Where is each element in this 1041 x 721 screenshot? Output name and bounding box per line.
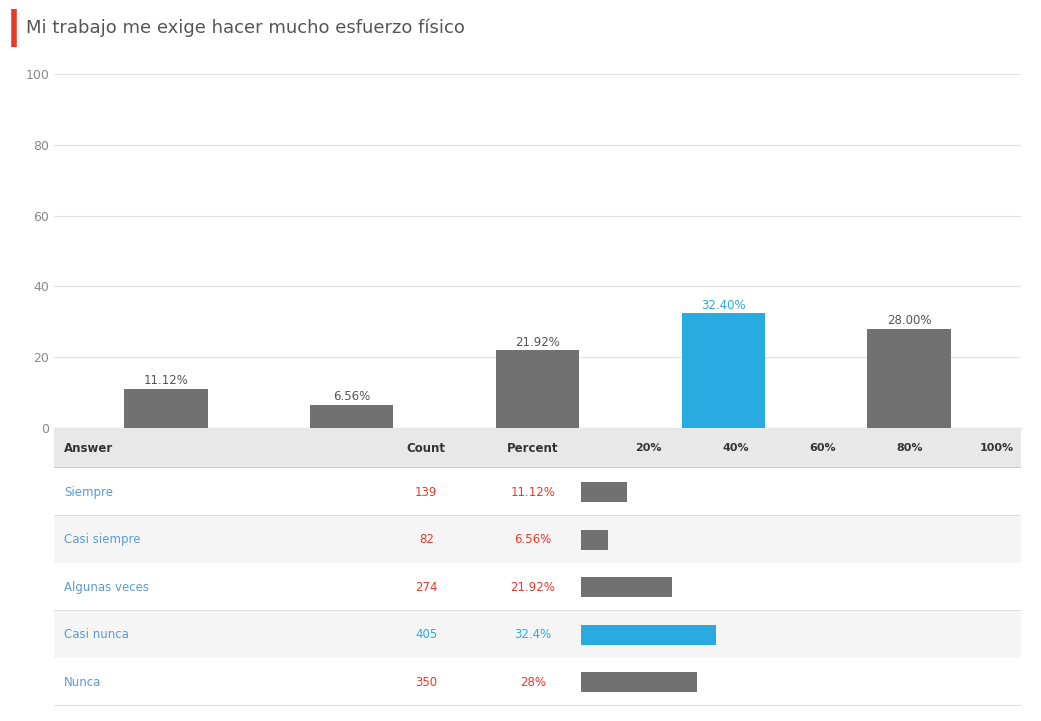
Bar — [124, 389, 207, 428]
Bar — [54, 468, 1021, 516]
Bar — [54, 516, 1021, 563]
Text: 21.92%: 21.92% — [515, 335, 560, 349]
Text: 6.56%: 6.56% — [333, 390, 371, 403]
Bar — [581, 577, 672, 597]
Bar — [496, 350, 579, 428]
Text: 60%: 60% — [809, 443, 836, 453]
Text: 32.4%: 32.4% — [514, 628, 552, 641]
Text: 11.12%: 11.12% — [144, 373, 188, 387]
Bar — [581, 530, 608, 549]
Text: Mi trabajo me exige hacer mucho esfuerzo físico: Mi trabajo me exige hacer mucho esfuerzo… — [26, 18, 465, 37]
Text: 350: 350 — [415, 676, 437, 689]
Bar — [54, 611, 1021, 658]
Text: 80%: 80% — [896, 443, 923, 453]
Text: Siempre: Siempre — [64, 485, 112, 498]
Bar — [54, 610, 1021, 611]
Text: Count: Count — [407, 441, 446, 455]
Text: 100%: 100% — [980, 443, 1014, 453]
Text: 82: 82 — [418, 533, 434, 546]
Text: 11.12%: 11.12% — [510, 485, 555, 498]
Bar — [310, 404, 393, 428]
Bar — [867, 329, 951, 428]
Bar — [54, 515, 1021, 516]
Bar — [54, 563, 1021, 611]
Bar — [54, 658, 1021, 706]
Text: Casi nunca: Casi nunca — [64, 628, 129, 641]
Text: 32.40%: 32.40% — [701, 298, 745, 311]
Bar — [581, 482, 627, 502]
Text: 21.92%: 21.92% — [510, 580, 555, 593]
Text: 274: 274 — [415, 580, 437, 593]
Text: 6.56%: 6.56% — [514, 533, 552, 546]
Bar — [682, 314, 765, 428]
Bar — [581, 672, 697, 692]
Bar — [54, 467, 1021, 468]
Text: 139: 139 — [415, 485, 437, 498]
Text: Nunca: Nunca — [64, 676, 101, 689]
Bar — [54, 705, 1021, 706]
Text: 28.00%: 28.00% — [887, 314, 932, 327]
Text: 405: 405 — [415, 628, 437, 641]
Bar — [54, 562, 1021, 563]
Text: 40%: 40% — [722, 443, 748, 453]
Text: 20%: 20% — [635, 443, 662, 453]
Text: Casi siempre: Casi siempre — [64, 533, 141, 546]
Bar — [54, 428, 1021, 468]
Text: Algunas veces: Algunas veces — [64, 580, 149, 593]
Text: Answer: Answer — [64, 441, 113, 455]
Bar — [581, 624, 715, 645]
Text: Percent: Percent — [507, 441, 558, 455]
Text: 28%: 28% — [519, 676, 545, 689]
